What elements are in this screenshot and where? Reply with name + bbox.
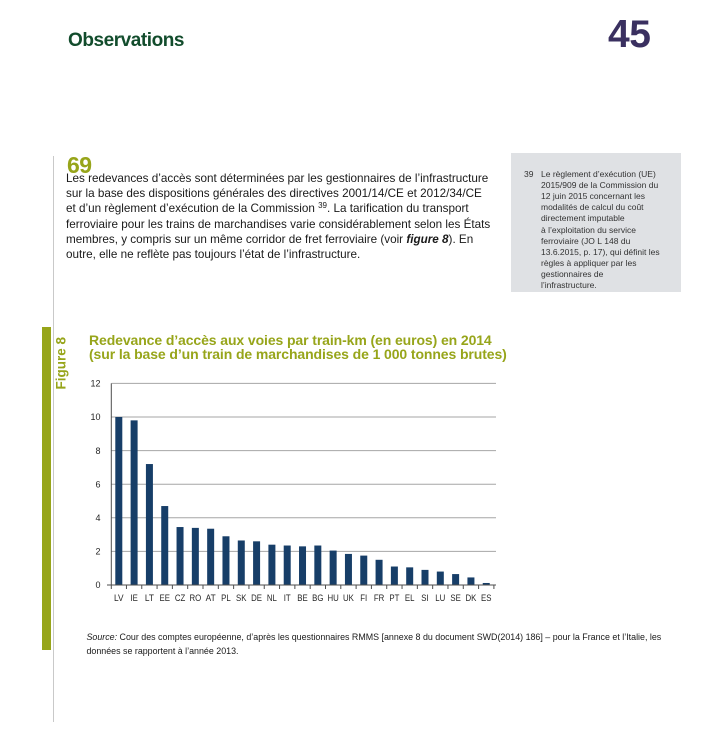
svg-text:IT: IT: [284, 593, 291, 603]
svg-text:NL: NL: [267, 593, 277, 603]
svg-text:LU: LU: [435, 593, 445, 603]
svg-text:DE: DE: [251, 593, 262, 603]
svg-text:PL: PL: [221, 593, 231, 603]
svg-text:UK: UK: [343, 593, 354, 603]
svg-text:8: 8: [95, 446, 100, 456]
svg-text:ES: ES: [481, 593, 491, 603]
svg-text:SI: SI: [421, 593, 428, 603]
svg-text:0: 0: [95, 580, 100, 590]
svg-text:12: 12: [90, 379, 100, 389]
svg-text:BE: BE: [297, 593, 307, 603]
svg-text:FR: FR: [374, 593, 385, 603]
svg-text:DK: DK: [465, 593, 476, 603]
svg-text:RO: RO: [189, 593, 201, 603]
svg-text:LT: LT: [145, 593, 155, 603]
svg-text:SK: SK: [236, 593, 246, 603]
svg-text:BG: BG: [312, 593, 323, 603]
svg-text:IE: IE: [130, 593, 137, 603]
svg-text:SE: SE: [450, 593, 460, 603]
svg-text:HU: HU: [327, 593, 338, 603]
svg-text:6: 6: [95, 479, 100, 489]
svg-text:10: 10: [90, 412, 100, 422]
svg-text:EL: EL: [405, 593, 415, 603]
svg-text:PT: PT: [389, 593, 399, 603]
svg-text:AT: AT: [206, 593, 216, 603]
svg-text:LV: LV: [114, 593, 124, 603]
svg-text:2: 2: [95, 547, 100, 557]
svg-text:4: 4: [95, 513, 100, 523]
svg-text:CZ: CZ: [175, 593, 186, 603]
svg-text:FI: FI: [360, 593, 367, 603]
svg-text:EE: EE: [160, 593, 170, 603]
